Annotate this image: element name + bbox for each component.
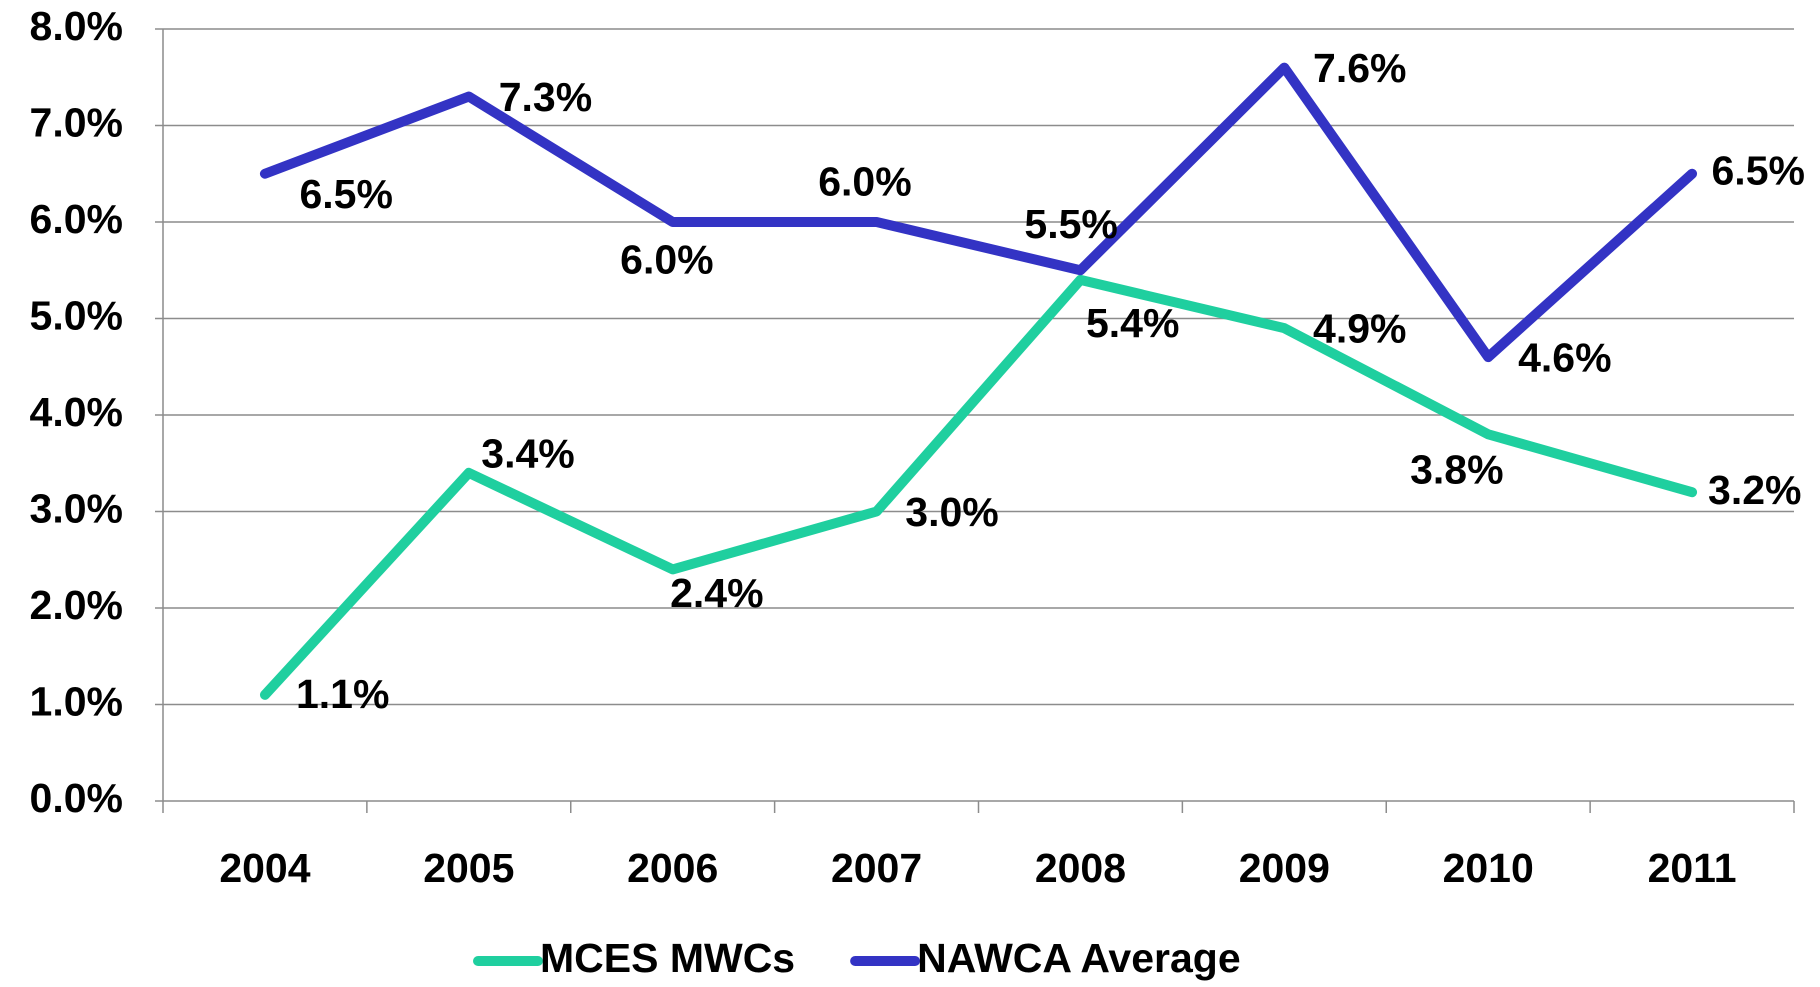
data-label: 2.4% [670, 570, 763, 616]
series-line [259, 62, 1698, 363]
data-label: 1.1% [296, 671, 389, 717]
series-line [259, 274, 1698, 700]
y-tick-label: 6.0% [30, 196, 123, 242]
data-label: 3.0% [905, 489, 998, 535]
x-tick-label: 2006 [627, 845, 718, 891]
data-label: 4.6% [1518, 334, 1611, 380]
data-label: 5.4% [1086, 300, 1179, 346]
x-tick-label: 2011 [1648, 845, 1737, 891]
data-label: 4.9% [1313, 305, 1406, 351]
data-label: 3.8% [1410, 446, 1503, 492]
y-tick-label: 0.0% [30, 775, 123, 821]
data-label: 7.3% [499, 74, 592, 120]
x-tick-label: 2004 [219, 845, 310, 891]
y-tick-label: 4.0% [30, 389, 123, 435]
data-label: 3.2% [1708, 467, 1801, 513]
legend-label: MCES MWCs [540, 935, 795, 981]
x-tick-label: 2009 [1239, 845, 1330, 891]
data-label: 3.4% [481, 430, 574, 476]
x-tick-label: 2010 [1443, 845, 1534, 891]
y-tick-label: 8.0% [30, 3, 123, 49]
y-tick-label: 7.0% [30, 99, 123, 145]
data-label: 6.5% [299, 171, 392, 217]
data-label: 6.0% [818, 159, 911, 205]
x-tick-label: 2007 [831, 845, 922, 891]
data-label: 6.5% [1712, 148, 1805, 194]
y-tick-label: 2.0% [30, 582, 123, 628]
data-label: 7.6% [1313, 45, 1406, 91]
y-tick-label: 1.0% [30, 678, 123, 724]
x-tick-label: 2008 [1035, 845, 1126, 891]
data-label: 5.5% [1024, 201, 1117, 247]
y-tick-label: 5.0% [30, 292, 123, 338]
legend-label: NAWCA Average [917, 935, 1241, 981]
data-label: 6.0% [620, 236, 713, 282]
y-tick-label: 3.0% [30, 485, 123, 531]
x-tick-label: 2005 [423, 845, 514, 891]
